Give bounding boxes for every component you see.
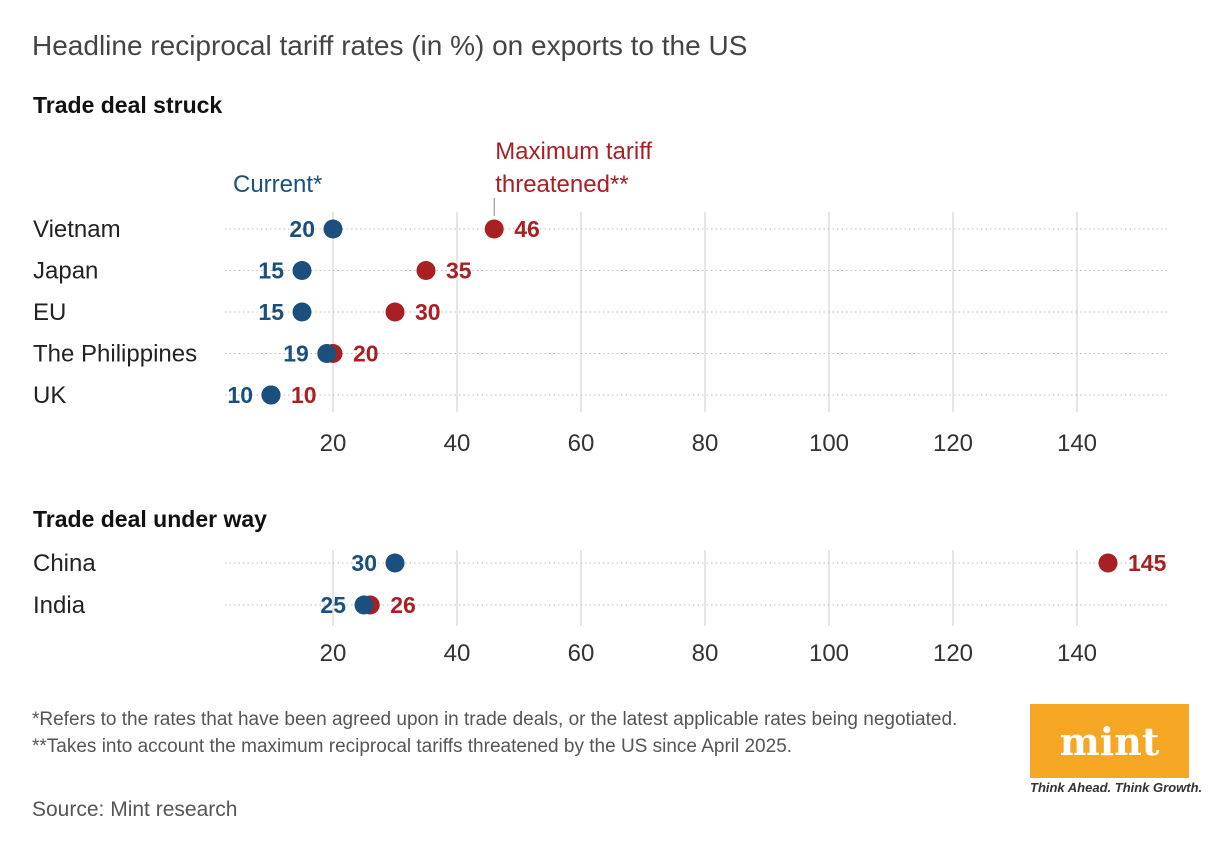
current-value-label: 19 xyxy=(283,341,309,367)
x-tick-label: 100 xyxy=(809,430,849,457)
logo-text: mint xyxy=(1059,718,1160,764)
chart-title: Headline reciprocal tariff rates (in %) … xyxy=(32,30,748,61)
section-title-deal-under-way: Trade deal under way xyxy=(33,506,267,532)
max-value-label: 20 xyxy=(353,341,379,367)
mint-logo: mint xyxy=(1030,704,1189,778)
x-tick-label: 80 xyxy=(692,430,719,457)
section-title-deal-struck: Trade deal struck xyxy=(33,92,223,118)
current-tariff-dot xyxy=(292,261,312,280)
legend-maximum-line1: Maximum tariff xyxy=(495,138,652,165)
max-value-label: 30 xyxy=(415,299,441,325)
x-tick-label: 60 xyxy=(568,640,595,667)
max-value-label: 145 xyxy=(1128,550,1167,576)
max-tariff-dot xyxy=(1098,553,1118,573)
max-value-label: 26 xyxy=(390,592,416,618)
current-value-label: 20 xyxy=(289,216,315,242)
max-tariff-dot xyxy=(416,261,436,280)
category-label-india: India xyxy=(33,592,86,619)
x-tick-label: 140 xyxy=(1057,430,1097,457)
x-tick-label: 140 xyxy=(1057,640,1097,667)
current-value-label: 10 xyxy=(227,382,253,408)
current-value-label: 15 xyxy=(258,258,284,284)
current-tariff-dot xyxy=(317,344,337,363)
current-tariff-dot xyxy=(354,595,374,615)
x-tick-label: 20 xyxy=(320,640,347,667)
x-tick-label: 40 xyxy=(444,640,471,667)
max-tariff-dot xyxy=(385,302,405,322)
category-label-eu: EU xyxy=(33,299,66,326)
source-note: Source: Mint research xyxy=(32,798,238,821)
max-value-label: 10 xyxy=(291,382,317,408)
x-tick-label: 60 xyxy=(568,430,595,457)
logo-tagline: Think Ahead. Think Growth. xyxy=(1030,780,1203,795)
max-value-label: 46 xyxy=(514,216,540,242)
x-tick-label: 100 xyxy=(809,640,849,667)
legend-maximum-line2: threatened** xyxy=(495,171,628,198)
x-tick-label: 120 xyxy=(933,640,973,667)
category-label-the-philippines: The Philippines xyxy=(33,341,197,368)
x-tick-label: 20 xyxy=(320,430,347,457)
current-value-label: 30 xyxy=(351,550,377,576)
max-tariff-dot xyxy=(484,219,504,239)
current-tariff-dot xyxy=(261,385,281,405)
category-label-vietnam: Vietnam xyxy=(33,216,121,243)
x-tick-label: 40 xyxy=(444,430,471,457)
dumbbell-chart: 20 40 60 80 100 120 140 Vietnam 20 46 Japan 15 35 EU 1… xyxy=(33,138,1168,667)
legend-current: Current* xyxy=(233,171,322,198)
category-label-japan: Japan xyxy=(33,258,98,285)
current-tariff-dot xyxy=(292,302,312,322)
max-value-label: 35 xyxy=(446,258,472,284)
current-value-label: 15 xyxy=(258,299,284,325)
category-label-china: China xyxy=(33,550,96,577)
x-tick-label: 120 xyxy=(933,430,973,457)
current-value-label: 25 xyxy=(320,592,346,618)
footnote: *Refers to the rates that have been agre… xyxy=(32,709,958,757)
current-tariff-dot xyxy=(323,219,343,239)
category-label-uk: UK xyxy=(33,382,66,409)
current-tariff-dot xyxy=(385,553,405,573)
x-tick-label: 80 xyxy=(692,640,719,667)
